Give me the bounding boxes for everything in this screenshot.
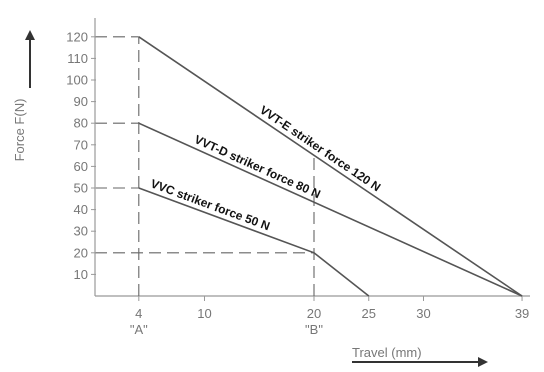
x-tick-label: 25 <box>362 306 376 321</box>
y-axis-ticks: 10 20 30 40 50 60 70 80 90 100 110 120 <box>66 29 96 282</box>
y-tick-label: 90 <box>74 94 88 109</box>
x-tick-label: 10 <box>197 306 211 321</box>
series-label: VVC striker force 50 N <box>149 176 272 233</box>
x-tick-label: 30 <box>416 306 430 321</box>
y-tick-label: 50 <box>74 181 88 196</box>
x-tick-sublabel: "A" <box>130 322 148 337</box>
y-axis-title: Force F(N) <box>12 99 27 162</box>
x-tick-sublabel: "B" <box>305 322 323 337</box>
y-tick-label: 70 <box>74 137 88 152</box>
y-tick-label: 20 <box>74 245 88 260</box>
series-line <box>138 187 370 297</box>
x-axis-title-group: Travel (mm) <box>352 345 488 367</box>
series-line <box>138 122 523 297</box>
x-axis-title: Travel (mm) <box>352 345 422 360</box>
y-tick-label: 120 <box>66 29 88 44</box>
y-tick-label: 100 <box>66 73 88 88</box>
y-tick-label: 40 <box>74 202 88 217</box>
x-tick-label: 39 <box>515 306 529 321</box>
x-axis-ticks: 4"A" 10 20"B" 25 30 39 <box>130 296 529 337</box>
reference-lines <box>95 36 315 296</box>
y-axis-title-group: Force F(N) <box>12 30 35 162</box>
y-tick-label: 110 <box>67 51 88 66</box>
series-lines <box>138 36 523 297</box>
x-tick-label: 20 <box>307 306 321 321</box>
y-tick-label: 60 <box>74 159 88 174</box>
y-tick-label: 30 <box>74 224 88 239</box>
y-tick-label: 10 <box>74 267 88 282</box>
series-line <box>138 36 523 297</box>
y-tick-label: 80 <box>74 116 88 131</box>
x-tick-label: 4 <box>135 306 142 321</box>
